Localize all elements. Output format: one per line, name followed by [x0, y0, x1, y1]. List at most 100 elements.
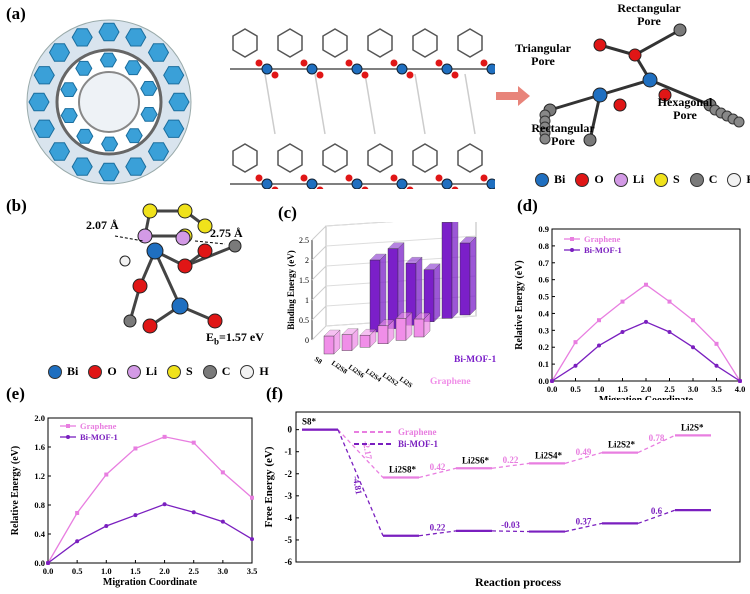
step-energy-label: -4.81 — [351, 475, 364, 496]
y-tick-label: 0.7 — [538, 258, 549, 268]
bi-atom — [441, 178, 453, 189]
bi-atom — [306, 63, 318, 75]
y-tick-label: 0.0 — [538, 376, 549, 386]
data-point — [667, 299, 672, 304]
x-tick-label: 3.5 — [247, 566, 258, 576]
panel-label-a: (a) — [6, 4, 26, 23]
x-tick-label: 2.0 — [159, 566, 170, 576]
data-point — [597, 343, 601, 348]
x-axis-label: Migration Coordinate — [103, 577, 198, 588]
bi-atom-icon — [48, 364, 62, 379]
legend-label: Bi-MOF-1 — [584, 245, 622, 255]
legend-b-item-c: C — [202, 364, 230, 379]
bar — [369, 253, 387, 333]
x-axis-label: Reaction process — [475, 575, 561, 589]
y-tick-label: 2.0 — [34, 413, 45, 423]
data-point — [191, 440, 196, 445]
y-tick-label: -1 — [285, 447, 293, 457]
x-category-label: Li2S8 — [330, 359, 349, 376]
o-atom — [345, 174, 353, 182]
atom — [642, 72, 658, 88]
data-point — [620, 299, 625, 304]
bi-polyhedron — [76, 128, 94, 144]
legend-b-item-bi: Bi — [48, 364, 78, 379]
panel-label-e: (e) — [6, 384, 25, 403]
data-point — [550, 379, 554, 383]
x-category-label: Li2S4 — [364, 367, 383, 384]
bi-polyhedron — [125, 28, 147, 47]
plot-frame — [47, 417, 253, 564]
o-atom — [361, 71, 369, 79]
o-atom — [435, 174, 443, 182]
legend-b-item-o: O — [88, 364, 117, 379]
x-category-label: Li2S — [398, 375, 414, 390]
h-atom-icon — [240, 364, 255, 379]
legend-a-label: O — [594, 172, 604, 186]
data-point — [714, 363, 719, 368]
y-tick-label: 1.2 — [34, 471, 45, 481]
energy-connector — [491, 462, 530, 469]
legend-marker — [570, 237, 574, 241]
bi-atom — [261, 178, 273, 189]
bi-polyhedron — [48, 43, 71, 62]
y-tick-label: 0 — [288, 425, 293, 435]
legend-a-label: C — [708, 172, 718, 186]
atom — [171, 297, 189, 315]
o-atom — [316, 71, 324, 79]
data-point — [667, 330, 672, 335]
atom — [583, 133, 597, 147]
atom — [137, 228, 153, 244]
chart-free-energy: 0 -1 -2 -3 -4 -5 -6 Free Energy (eV) Reaction pr… — [263, 411, 741, 589]
bi-atom — [396, 63, 408, 75]
atom — [613, 98, 627, 112]
legend-b-label: S — [186, 364, 193, 378]
bi-polyhedron — [147, 43, 170, 62]
legend-marker — [66, 435, 70, 439]
bar — [413, 312, 431, 338]
label-rect-pore-top: Rectangular Pore — [617, 1, 681, 28]
label-hexagonal-pore: Hexagonal Pore — [657, 95, 713, 122]
y-tick-label: 0.1 — [538, 359, 549, 369]
distance-label-left: 2.07 Å — [86, 218, 119, 232]
o-atom — [345, 59, 353, 67]
y-axis-label: Free Energy (eV) — [263, 446, 275, 527]
x-tick-label: 0.0 — [43, 566, 54, 576]
bi-polyhedron — [33, 119, 55, 138]
bi-atom — [441, 63, 453, 75]
data-point — [220, 470, 225, 475]
series-line-graphene — [551, 283, 741, 382]
y-tick-label: 0.6 — [538, 275, 549, 285]
panel-label-f: (f) — [266, 384, 283, 403]
bi-atom — [486, 178, 495, 189]
pore-structure — [539, 23, 745, 147]
chart-migration-d: 0.0 0.5 1.0 1.5 2.0 2.5 3.0 3.5 4.0 0.0 0.1 0.2 0.3 0… — [514, 224, 745, 400]
bar — [341, 328, 359, 352]
atom — [177, 203, 193, 219]
data-point — [691, 345, 695, 350]
bi-polyhedron — [168, 92, 190, 112]
bi-atom — [351, 178, 363, 189]
legend-b-item-h: H — [240, 364, 269, 379]
bi-polyhedron — [125, 128, 143, 144]
mof-cage-structure — [26, 19, 192, 185]
x-category-label: Li2S6 — [347, 363, 366, 380]
o-atom — [316, 186, 324, 189]
data-point — [573, 340, 578, 345]
y-tick-label: -4 — [285, 513, 293, 523]
y-tick-label: 0.9 — [538, 224, 549, 234]
y-tick-label: 0.0 — [34, 558, 45, 568]
x-tick-label: 2.5 — [664, 384, 675, 394]
legend-a-item-o: O — [575, 172, 604, 187]
x-tick-label: 1.0 — [594, 384, 605, 394]
bi-polyhedron — [71, 28, 93, 47]
o-atom — [255, 174, 263, 182]
series-graphene: -2.17 0.42 0.22 0.49 0.78 — [302, 428, 711, 479]
o-atom — [406, 186, 414, 189]
atom-legend-a: Bi O Li S C H — [535, 172, 750, 187]
y-tick-label: -5 — [285, 535, 293, 545]
atom — [592, 87, 608, 103]
mof-layer-structure — [225, 14, 495, 189]
o-atom — [390, 174, 398, 182]
data-point — [220, 519, 225, 524]
data-point — [104, 524, 109, 529]
